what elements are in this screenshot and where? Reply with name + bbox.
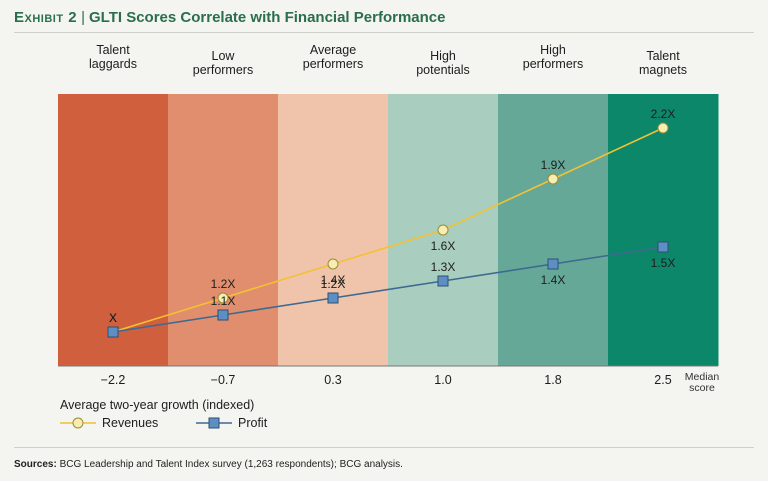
score-tick-label: 0.3 — [324, 373, 341, 387]
profit-point — [437, 275, 449, 287]
revenues-point — [437, 224, 449, 236]
legend-revenues-label: Revenues — [102, 416, 158, 430]
axis-note: score — [689, 382, 715, 394]
source-note: Sources: BCG Leadership and Talent Index… — [14, 459, 403, 470]
source-text: BCG Leadership and Talent Index survey (… — [59, 459, 403, 470]
category-label: potentials — [416, 63, 470, 77]
legend-revenues-marker — [72, 417, 84, 429]
revenues-point — [327, 258, 339, 270]
revenues-point — [657, 122, 669, 134]
category-label: performers — [303, 57, 363, 71]
title-separator: | — [81, 9, 85, 26]
revenues-data-label: 1.6X — [431, 239, 456, 253]
profit-point — [657, 241, 669, 253]
category-label: Low — [212, 49, 236, 63]
legend-profit-marker — [208, 417, 220, 429]
revenues-point — [217, 292, 229, 304]
profit-data-label: 1.2X — [321, 277, 346, 291]
revenues-data-label: 1.9X — [541, 158, 566, 172]
title-divider — [14, 32, 754, 33]
revenues-line — [112, 127, 664, 333]
category-label: High — [540, 43, 566, 57]
profit-data-label: 1.5X — [651, 256, 676, 270]
band-6 — [608, 94, 719, 366]
legend-title: Average two-year growth (indexed) — [60, 398, 254, 412]
band-2 — [168, 94, 279, 366]
profit-point — [107, 326, 119, 338]
axis-note: Median — [685, 371, 720, 383]
category-label: performers — [193, 63, 253, 77]
revenues-data-label: 1.2X — [211, 277, 236, 291]
exhibit-number: Exhibit 2 — [14, 9, 78, 26]
score-tick-label: 2.5 — [654, 373, 671, 387]
category-label: performers — [523, 57, 583, 71]
title-text: GLTI Scores Correlate with Financial Per… — [88, 9, 446, 26]
footer-divider — [14, 447, 754, 448]
source-label: Sources: — [14, 459, 57, 470]
profit-point — [547, 258, 559, 270]
legend-profit-label: Profit — [238, 416, 268, 430]
category-label: magnets — [639, 63, 687, 77]
chart-title: Exhibit 2 | GLTI Scores Correlate with Fin… — [14, 9, 445, 26]
revenues-data-label: 2.2X — [651, 107, 676, 121]
profit-point — [327, 292, 339, 304]
band-5 — [498, 94, 609, 366]
profit-point — [217, 309, 229, 321]
profit-data-label: X — [109, 311, 117, 325]
score-tick-label: −2.2 — [101, 373, 126, 387]
line-chart: Talentlaggards−2.2Lowperformers−0.7Avera… — [58, 43, 720, 430]
category-label: Talent — [96, 43, 130, 57]
profit-line — [112, 246, 664, 333]
profit-data-label: 1.1X — [211, 294, 236, 308]
revenues-point — [547, 173, 559, 185]
revenues-data-label: X — [109, 311, 117, 325]
score-tick-label: 1.0 — [434, 373, 451, 387]
revenues-data-label: 1.4X — [321, 273, 346, 287]
score-tick-label: −0.7 — [211, 373, 236, 387]
band-3 — [278, 94, 389, 366]
category-label: laggards — [89, 57, 137, 71]
category-label: Talent — [646, 49, 680, 63]
profit-data-label: 1.3X — [431, 260, 456, 274]
profit-data-label: 1.4X — [541, 273, 566, 287]
category-label: High — [430, 49, 456, 63]
category-label: Average — [310, 43, 356, 57]
score-tick-label: 1.8 — [544, 373, 561, 387]
